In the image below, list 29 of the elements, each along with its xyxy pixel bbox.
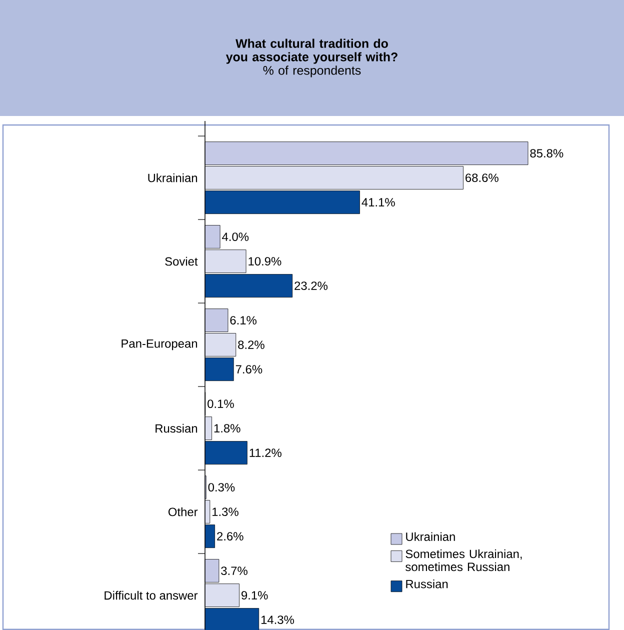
- y-tick-label: Difficult to answer: [104, 590, 198, 600]
- y-tick-label: Soviet: [165, 256, 198, 266]
- data-label: 3.7%: [221, 566, 248, 576]
- data-label: 9.1%: [242, 591, 268, 600]
- data-label: 6.1%: [230, 316, 256, 325]
- data-label: 23.2%: [294, 282, 328, 290]
- chart-title: What cultural tradition do you associate yourself with?: [226, 38, 398, 64]
- data-label: 85.8%: [530, 149, 564, 158]
- legend-label: Sometimes Ukrainian, sometimes Russian: [406, 549, 522, 572]
- y-tick-label: Ukrainian: [148, 173, 198, 182]
- data-label: 68.6%: [466, 174, 498, 182]
- y-tick-label: Other: [168, 507, 198, 516]
- data-label: 1.8%: [214, 424, 240, 433]
- data-label: 1.3%: [212, 508, 238, 516]
- data-label: 7.6%: [236, 365, 262, 374]
- data-label: 41.1%: [362, 198, 395, 206]
- legend-label: Russian: [406, 580, 448, 588]
- data-label: 4.0%: [222, 232, 249, 242]
- y-tick-label: Pan-European: [122, 339, 198, 350]
- data-label: 11.2%: [250, 448, 282, 457]
- data-label: 14.3%: [261, 616, 294, 624]
- data-label: 0.1%: [208, 400, 234, 408]
- y-tick-label: Russian: [156, 424, 198, 433]
- data-label: 0.3%: [208, 483, 235, 492]
- chart-subtitle: % of respondents: [263, 66, 361, 78]
- legend-label: Ukrainian: [406, 532, 455, 541]
- data-label: 2.6%: [217, 532, 244, 541]
- data-label: 10.9%: [248, 257, 282, 266]
- data-label: 8.2%: [238, 340, 264, 350]
